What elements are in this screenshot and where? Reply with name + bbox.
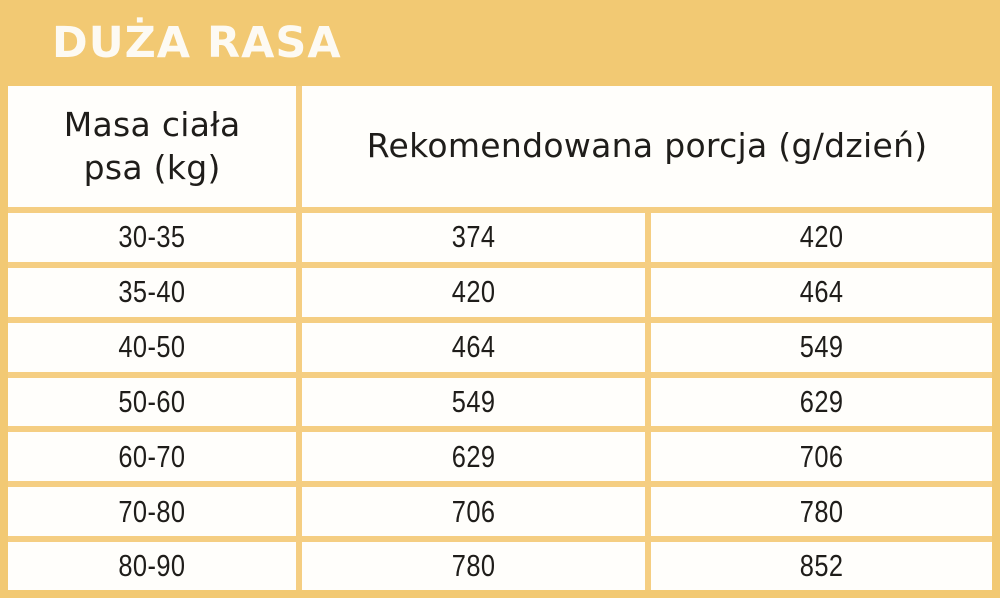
portion-max-cell: 629 — [644, 371, 992, 433]
portion-min-value: 549 — [451, 383, 496, 419]
table-row: 40-50 464 549 — [8, 316, 992, 378]
portion-header-cell: Rekomendowana porcja (g/dzień) — [296, 86, 992, 213]
table-row: 50-60 549 629 — [8, 371, 992, 433]
portion-max-cell: 706 — [644, 426, 992, 488]
weight-header-line1: Masa ciała — [63, 105, 241, 145]
weight-value: 70-80 — [118, 493, 186, 529]
weight-value: 80-90 — [118, 548, 186, 584]
portion-max-value: 852 — [799, 548, 844, 584]
portion-min-cell: 706 — [296, 481, 651, 543]
weight-value: 35-40 — [118, 274, 186, 310]
portion-max-value: 706 — [799, 438, 844, 474]
weight-header-line2: psa (kg) — [83, 147, 221, 187]
weight-cell: 70-80 — [8, 481, 303, 543]
feeding-table: Masa ciała psa (kg) Rekomendowana porcja… — [8, 86, 992, 590]
portion-min-value: 706 — [451, 493, 496, 529]
weight-cell: 35-40 — [8, 261, 303, 323]
portion-min-cell: 549 — [296, 371, 651, 433]
portion-header-label: Rekomendowana porcja (g/dzień) — [366, 126, 928, 166]
portion-min-value: 464 — [451, 329, 496, 365]
table-container: Masa ciała psa (kg) Rekomendowana porcja… — [0, 86, 1000, 598]
portion-max-value: 780 — [799, 493, 844, 529]
table-row: 70-80 706 780 — [8, 481, 992, 543]
weight-value: 50-60 — [118, 383, 186, 419]
portion-max-cell: 852 — [644, 536, 992, 590]
portion-max-cell: 420 — [644, 207, 992, 268]
portion-min-cell: 629 — [296, 426, 651, 488]
portion-min-cell: 420 — [296, 261, 651, 323]
weight-header-cell: Masa ciała psa (kg) — [8, 86, 303, 213]
weight-cell: 60-70 — [8, 426, 303, 488]
weight-cell: 30-35 — [8, 207, 303, 268]
portion-max-cell: 464 — [644, 261, 992, 323]
portion-min-value: 374 — [451, 219, 496, 255]
table-row: 80-90 780 852 — [8, 536, 992, 590]
weight-value: 30-35 — [118, 219, 186, 255]
portion-max-value: 464 — [799, 274, 844, 310]
portion-max-cell: 780 — [644, 481, 992, 543]
portion-min-cell: 374 — [296, 207, 651, 268]
table-row: 35-40 420 464 — [8, 261, 992, 323]
weight-cell: 80-90 — [8, 536, 303, 590]
weight-cell: 50-60 — [8, 371, 303, 433]
portion-min-value: 780 — [451, 548, 496, 584]
table-row: 60-70 629 706 — [8, 426, 992, 488]
portion-max-value: 549 — [799, 329, 844, 365]
header-row: Masa ciała psa (kg) Rekomendowana porcja… — [8, 86, 992, 213]
weight-value: 60-70 — [118, 438, 186, 474]
portion-min-value: 629 — [451, 438, 496, 474]
portion-min-value: 420 — [451, 274, 496, 310]
table-row: 30-35 374 420 — [8, 207, 992, 268]
weight-value: 40-50 — [118, 329, 186, 365]
portion-max-cell: 549 — [644, 316, 992, 378]
portion-min-cell: 780 — [296, 536, 651, 590]
portion-max-value: 629 — [799, 383, 844, 419]
section-title: DUŻA RASA — [52, 18, 342, 68]
portion-max-value: 420 — [799, 219, 844, 255]
portion-min-cell: 464 — [296, 316, 651, 378]
weight-cell: 40-50 — [8, 316, 303, 378]
